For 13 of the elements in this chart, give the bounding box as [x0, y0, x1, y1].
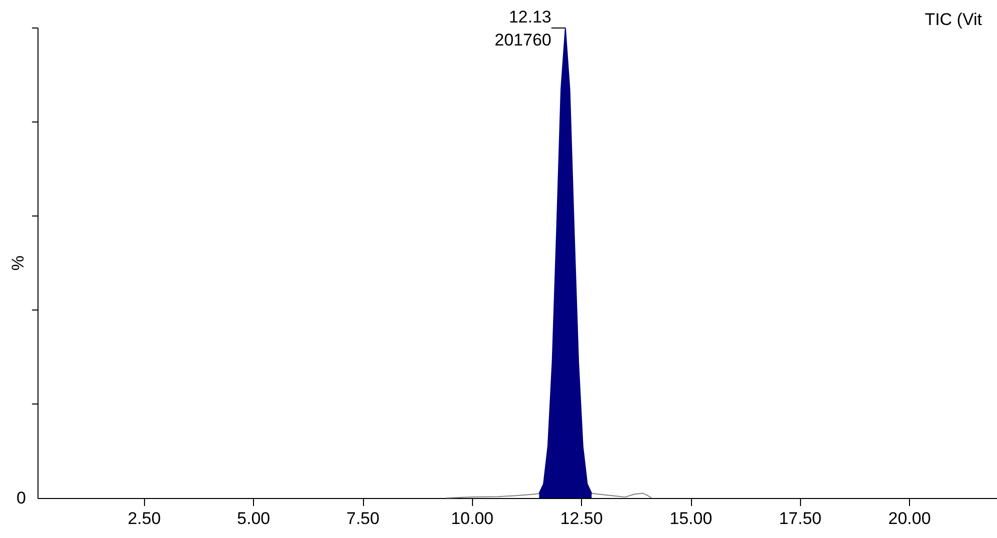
x-tick-label: 17.50	[778, 509, 822, 528]
x-tick-label: 5.00	[237, 509, 270, 528]
annotation: 12.13	[508, 8, 552, 26]
x-tick-label: 7.50	[346, 509, 380, 528]
x-tick-label: 2.50	[128, 509, 161, 528]
text: 0	[16, 488, 26, 508]
y-axis-title: %	[8, 255, 28, 271]
chart-subtitle: TIC (Vit	[924, 10, 982, 29]
x-tick-label: 15.00	[670, 509, 712, 528]
annotation: 201760	[494, 30, 552, 50]
x-tick-label: 20.00	[888, 509, 931, 528]
x-tick-label: 10.00	[450, 509, 494, 528]
x-tick-label: 12.50	[560, 509, 603, 528]
